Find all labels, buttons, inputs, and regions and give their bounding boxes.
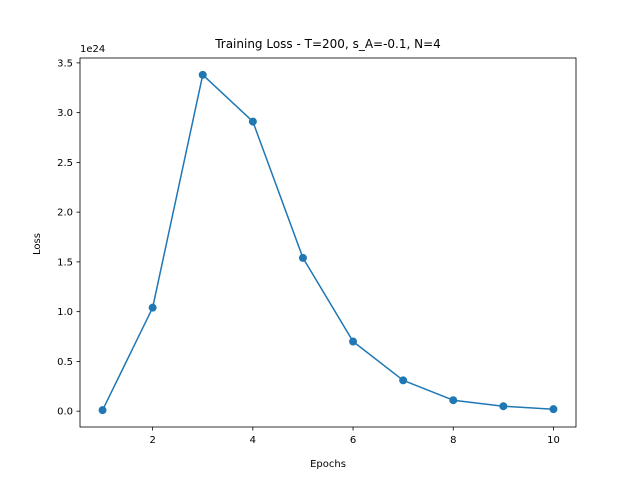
- x-tick-label: 10: [547, 435, 560, 446]
- chart-title: Training Loss - T=200, s_A=-0.1, N=4: [214, 37, 441, 51]
- data-point: [499, 402, 508, 411]
- x-tick-label: 8: [450, 435, 456, 446]
- x-axis-title: Epochs: [310, 459, 346, 470]
- x-tick-label: 2: [149, 435, 155, 446]
- data-point: [98, 406, 107, 415]
- data-point: [248, 117, 257, 126]
- y-offset-label: 1e24: [80, 44, 105, 55]
- y-tick-label: 1.0: [57, 307, 73, 318]
- y-tick-label: 0.5: [57, 357, 73, 368]
- data-point: [449, 396, 458, 405]
- y-tick-label: 2.0: [57, 208, 73, 219]
- y-tick-label: 3.5: [57, 58, 73, 69]
- y-axis-title: Loss: [32, 233, 43, 255]
- data-point: [549, 405, 558, 414]
- y-tick-label: 3.0: [57, 108, 73, 119]
- x-tick-label: 4: [250, 435, 256, 446]
- axes-frame: [79, 57, 577, 428]
- y-tick-label: 1.5: [57, 257, 73, 268]
- series-line: [101, 74, 554, 411]
- x-tick-label: 6: [350, 435, 356, 446]
- y-tick-label: 0.0: [57, 407, 73, 418]
- data-point: [148, 303, 157, 312]
- data-point: [298, 253, 307, 262]
- data-point: [349, 337, 358, 346]
- plot-area: 2 4 6 8 10 0.0 0.5 1.0 1.5 2.0 2.5 3.0 3.5: [57, 57, 577, 446]
- y-tick-label: 2.5: [57, 158, 73, 169]
- data-point: [198, 70, 207, 79]
- data-point: [399, 376, 408, 385]
